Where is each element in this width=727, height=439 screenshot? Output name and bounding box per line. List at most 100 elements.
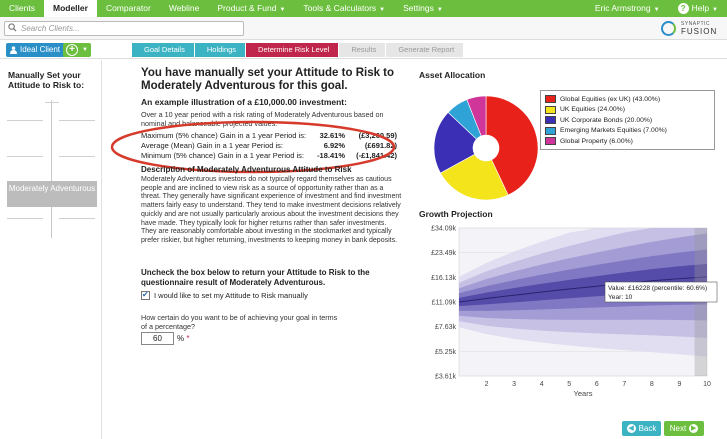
legend-item: Global Property (6.00%) [545,136,710,147]
chevron-down-icon: ▼ [379,7,386,13]
stat-percent: -18.41% [317,151,345,160]
x-tick-label: 9 [677,381,681,388]
ideal-client-label: Ideal Client [20,45,61,54]
nav-webline[interactable]: Webline [168,3,200,13]
toolbar: Ideal Client + ▼ Goal Details Holdings D… [0,40,727,59]
stat-label: Minimum (5% chance) Gain in a 1 year Per… [141,151,304,160]
x-tick-label: 8 [650,381,654,388]
stat-percent: 6.92% [323,141,345,150]
step-generate-report: Generate Report [386,43,464,57]
add-button[interactable]: + ▼ [63,43,91,57]
donut-slice-1 [440,153,509,201]
asset-allocation-donut [433,95,539,201]
next-button[interactable]: Next ▶ [664,421,704,436]
risk-level-selected[interactable]: Moderately Adventurous [7,181,97,207]
user-name: Eric Armstrong [594,3,651,13]
nav-product-fund[interactable]: Product & Fund ▼ [208,0,294,17]
help-label: Help [691,3,710,13]
legend-label: Global Property (6.00%) [560,137,633,145]
chart-tooltip [604,281,718,303]
logo-small-text: SYNAPTIC [681,21,711,27]
y-tick-label: £11.09k [432,300,457,307]
percent-sign: % [177,334,185,343]
step-determine-risk-level[interactable]: Determine Risk Level [246,43,339,57]
x-axis-label: Years [574,389,593,398]
stat-amount: (£691.82) [364,141,397,150]
asset-allocation-legend: Global Equities (ex UK) (43.00%) UK Equit… [540,90,715,150]
stat-row-minimum: Minimum (5% chance) Gain in a 1 year Per… [141,151,401,161]
step-goal-details[interactable]: Goal Details [132,43,194,57]
manual-risk-checkbox-row[interactable]: I would like to set my Attitude to Risk … [141,290,308,300]
stat-row-average: Average (Mean) Gain in a 1 year Period i… [141,141,401,151]
slider-tick [7,156,43,157]
stat-amount: (-£1,841.42) [356,151,397,160]
certainty-question: How certain do you want to be of achievi… [141,313,338,331]
stat-percent: 32.61% [319,131,345,140]
nav-settings-label: Settings [403,3,434,13]
projection-median-line [458,276,708,303]
help-menu[interactable]: ? Help ▼ [669,0,727,17]
description-title: Description of Moderately Adventurous At… [141,165,352,174]
nav-clients[interactable]: Clients [9,3,35,13]
legend-label: UK Equities (24.00%) [560,106,625,114]
certainty-input[interactable]: 60 [141,332,174,345]
x-tick-label: 2 [485,381,489,388]
chevron-down-icon: ▼ [82,47,88,53]
back-label: Back [638,424,657,433]
growth-projection-title: Growth Projection [419,209,493,219]
legend-label: Global Equities (ex UK) (43.00%) [560,95,661,103]
logo-big-text: FUSION [681,27,718,36]
search-icon [8,23,17,32]
ideal-client-button[interactable]: Ideal Client [6,43,66,57]
search-row: Search Clients... [0,17,727,40]
legend-label: Emerging Markets Equities (7.00%) [560,127,667,135]
nav-tools-label: Tools & Calculators [303,3,377,13]
slider-tick [7,120,43,121]
manual-risk-checkbox-label: I would like to set my Attitude to Risk … [154,291,308,300]
donut-slice-2 [433,111,477,174]
chevron-down-icon: ▼ [279,7,286,13]
donut-slice-0 [485,95,539,196]
x-tick-label: 6 [595,381,599,388]
y-tick-label: £5.25k [435,349,457,356]
back-button[interactable]: ◀ Back [622,421,661,436]
percent-suffix: % * [177,334,189,343]
nav-modeller[interactable]: Modeller [43,0,97,17]
chevron-down-icon: ▼ [712,7,718,13]
legend-swatch [545,137,556,146]
y-tick-label: £7.63k [435,324,457,331]
growth-projection-chart: £34.09k £23.49k £16.13k £11.09k £7.63k £5.25k… [431,226,718,398]
risk-slider[interactable] [7,100,97,238]
uncheck-instruction: Uncheck the box below to return your Att… [141,268,370,287]
user-menu[interactable]: Eric Armstrong ▼ [586,0,669,17]
step-results: Results [339,43,386,57]
arrow-right-icon: ▶ [689,424,699,434]
tooltip-value: Value: £16228 (percentile: 60.6%) [608,285,707,292]
page-title: You have manually set your Attitude to R… [141,67,395,92]
search-input[interactable]: Search Clients... [4,21,244,36]
donut-slice-4 [466,95,487,137]
legend-swatch [545,95,556,104]
y-tick-label: £34.09k [431,226,456,233]
description-text: Moderately Adventurous investors do not … [141,176,402,244]
top-nav: Clients Modeller Comparator Webline Prod… [0,0,727,17]
x-tick-label: 7 [622,381,626,388]
tooltip-year: Year: 10 [608,294,633,301]
person-icon [10,46,17,54]
legend-item: Emerging Markets Equities (7.00%) [545,126,710,137]
nav-comparator[interactable]: Comparator [105,3,151,13]
legend-swatch [545,126,556,135]
manual-risk-checkbox[interactable] [141,290,150,300]
slider-tick [45,102,59,103]
projection-band-4 [459,263,707,307]
y-tick-label: £3.61k [435,374,457,381]
legend-item: UK Corporate Bonds (20.00%) [545,115,710,126]
step-holdings[interactable]: Holdings [194,43,246,57]
x-tick-label: 3 [512,381,516,388]
chevron-down-icon: ▼ [653,7,660,13]
y-tick-label: £23.49k [431,250,456,257]
nav-tools-calculators[interactable]: Tools & Calculators ▼ [294,0,394,17]
arrow-left-icon: ◀ [626,424,636,434]
chevron-down-icon: ▼ [436,7,443,13]
nav-settings[interactable]: Settings ▼ [394,0,452,17]
